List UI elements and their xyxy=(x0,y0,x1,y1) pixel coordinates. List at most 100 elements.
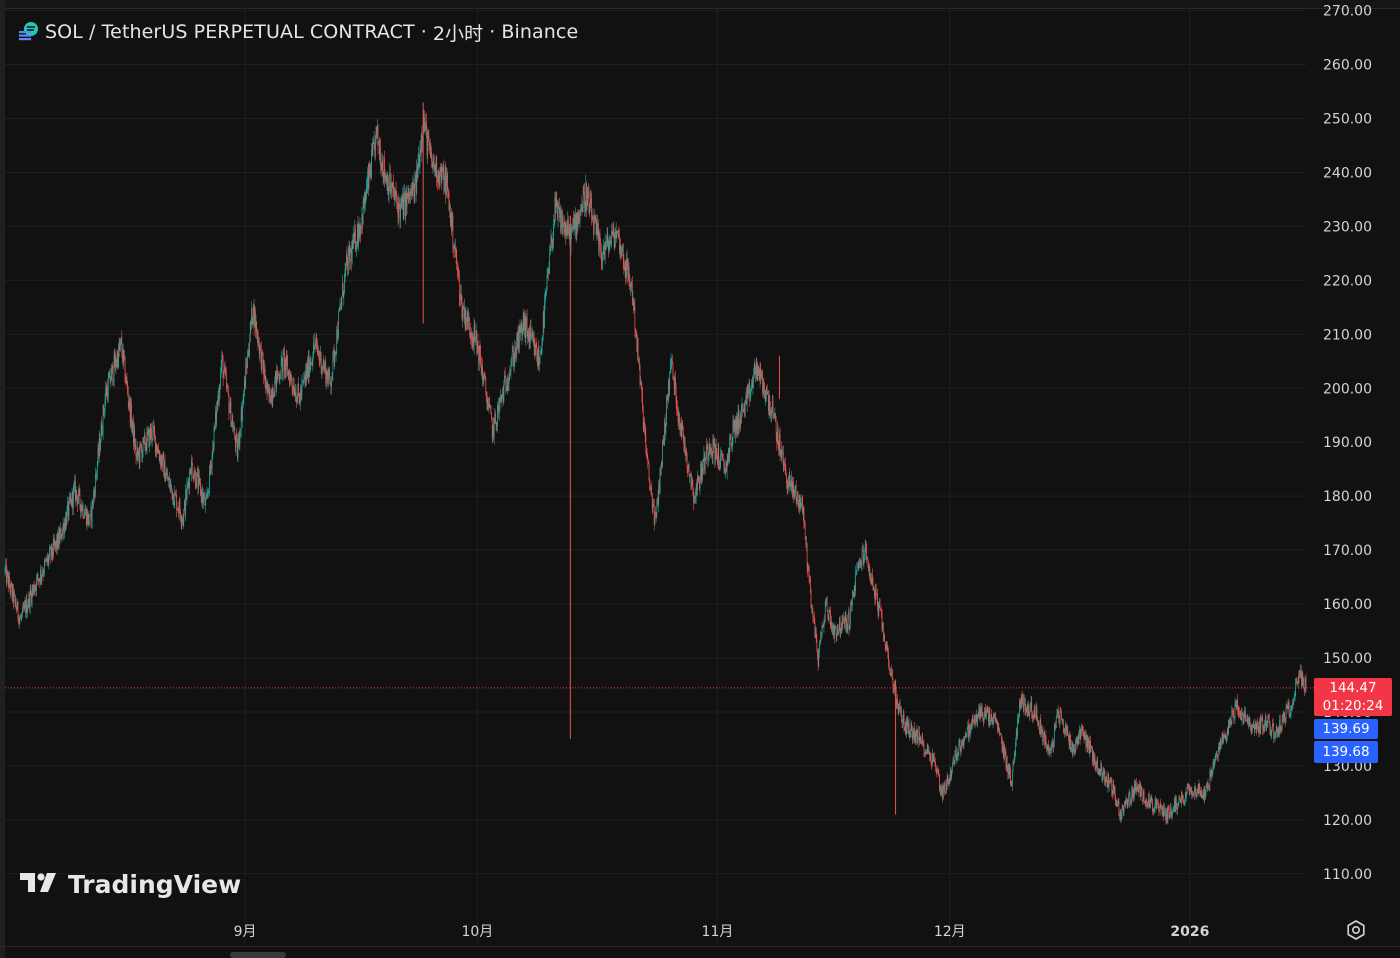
candle-body xyxy=(747,390,749,394)
candle-body xyxy=(813,617,815,622)
candle-body xyxy=(569,226,571,238)
symbol-name[interactable]: SOL / TetherUS PERPETUAL CONTRACT xyxy=(45,21,415,43)
candle-body xyxy=(450,212,452,224)
candle-body xyxy=(724,467,725,472)
candle-body xyxy=(1095,762,1097,771)
candle-body xyxy=(319,358,321,361)
candle-body xyxy=(811,607,813,608)
candle-body xyxy=(378,144,380,146)
candle-body xyxy=(619,244,621,251)
candle-body xyxy=(1029,709,1031,716)
candle-body xyxy=(269,388,270,397)
candle-body xyxy=(586,183,587,211)
candle-body xyxy=(706,444,708,447)
candle-body xyxy=(440,171,442,180)
candle-body xyxy=(1144,801,1146,805)
candle-body xyxy=(45,560,47,562)
candle-body xyxy=(784,463,786,470)
candle-body xyxy=(591,217,593,221)
candle-body xyxy=(1174,799,1176,812)
candle-body xyxy=(197,473,199,489)
candle-body xyxy=(1026,708,1027,712)
candle-body xyxy=(11,582,12,586)
candle-body xyxy=(1082,729,1084,732)
candle-body xyxy=(748,385,750,389)
candle-body xyxy=(66,509,68,526)
candle-body xyxy=(176,508,178,511)
candle-body xyxy=(635,329,636,333)
candle-body xyxy=(1244,710,1246,713)
candle-body xyxy=(722,459,724,461)
candle-body xyxy=(420,134,422,153)
candle-body xyxy=(542,335,543,340)
candle-body xyxy=(73,488,74,508)
candle-body xyxy=(726,461,727,472)
tradingview-watermark[interactable]: TradingView xyxy=(20,868,241,900)
candle-body xyxy=(729,436,731,459)
candle-body xyxy=(1102,776,1104,781)
candle-body xyxy=(744,400,746,416)
candle-body xyxy=(1235,702,1237,704)
candle-body xyxy=(708,453,709,460)
candle-body xyxy=(1032,713,1033,718)
candle-body xyxy=(69,496,71,501)
candle-body xyxy=(1175,798,1177,809)
candle-body xyxy=(58,532,60,543)
candle-body xyxy=(957,753,958,757)
time-scrollbar[interactable] xyxy=(230,952,286,958)
candle-body xyxy=(386,176,387,182)
candle-body xyxy=(552,239,554,247)
candle-body xyxy=(451,212,452,232)
candle-body xyxy=(322,367,323,369)
candle-body xyxy=(385,175,387,182)
candle-body xyxy=(542,312,544,336)
candle-body xyxy=(589,198,591,205)
candle-body xyxy=(737,410,739,430)
candle-body xyxy=(11,585,13,598)
gear-icon[interactable] xyxy=(1345,919,1367,941)
candle-body xyxy=(162,455,164,457)
candle-body xyxy=(882,622,884,630)
candle-body xyxy=(842,618,844,623)
candle-body xyxy=(1184,792,1186,802)
candle-body xyxy=(51,544,52,557)
candle-body xyxy=(1018,715,1020,718)
candle-body xyxy=(142,437,144,452)
candle-body xyxy=(24,605,25,610)
candle-body xyxy=(127,384,128,394)
candle-body xyxy=(1212,770,1213,776)
candle-body xyxy=(407,188,409,200)
candle-body xyxy=(411,187,413,196)
candle-body xyxy=(316,340,318,343)
candle-body xyxy=(1072,742,1073,755)
candle-body xyxy=(267,385,269,393)
candle-body xyxy=(1120,809,1122,820)
candle-body xyxy=(1182,797,1184,800)
interval-label[interactable]: 2小时 xyxy=(432,22,484,45)
candle-body xyxy=(1081,728,1082,735)
candle-body xyxy=(1221,734,1223,744)
candle-body xyxy=(717,455,718,464)
candle-body xyxy=(255,311,256,330)
candle-body xyxy=(928,750,929,754)
candle-body xyxy=(353,233,355,238)
candle-body xyxy=(95,474,97,476)
candle-body xyxy=(1137,787,1139,793)
candle-body xyxy=(182,518,183,520)
candle-body xyxy=(830,622,832,626)
candle-body xyxy=(1231,710,1233,724)
candle-body xyxy=(335,352,336,355)
candle-body xyxy=(1274,733,1276,739)
candle-body xyxy=(371,149,373,154)
candle-body xyxy=(1014,754,1016,757)
candle-body xyxy=(1068,739,1070,746)
candle-body xyxy=(256,331,258,335)
candle-body xyxy=(1100,763,1102,775)
candle-body xyxy=(615,231,616,238)
candle-body xyxy=(294,395,296,397)
candle-body xyxy=(14,593,16,596)
candle-body xyxy=(1219,740,1221,751)
candle-body xyxy=(1163,805,1164,816)
candle-body xyxy=(484,374,485,376)
